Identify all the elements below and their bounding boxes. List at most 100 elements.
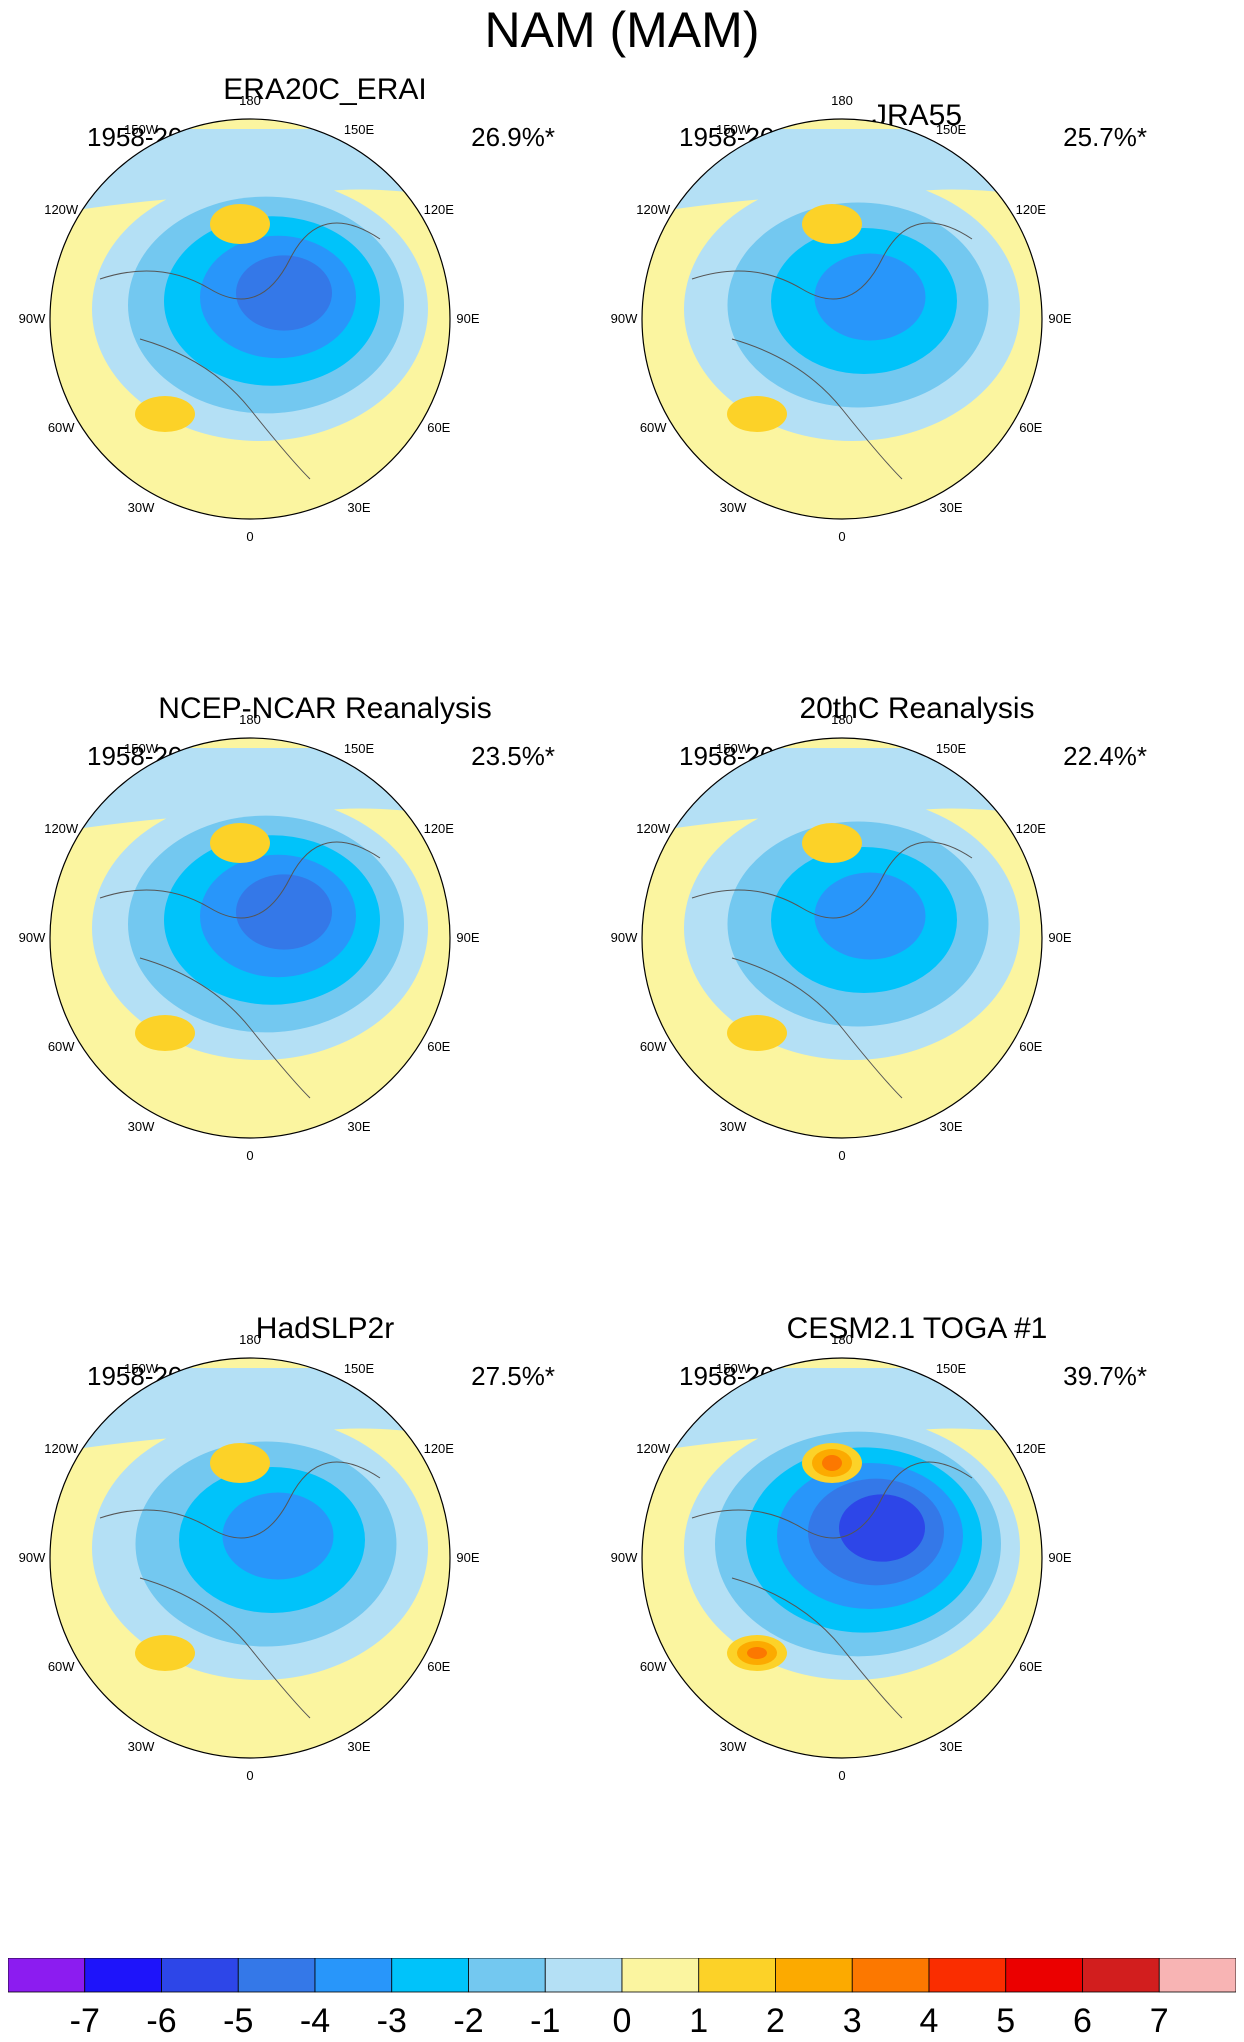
longitude-label: 150W (124, 741, 159, 756)
longitude-label: 120W (636, 821, 671, 836)
negative-contour-5 (236, 874, 332, 950)
pacific-positive-blob (802, 823, 862, 863)
longitude-label: 60W (48, 1659, 75, 1674)
colorbar-swatch (1005, 1958, 1083, 1993)
pacific-negative-band (642, 748, 1042, 833)
coastline (99, 222, 381, 300)
longitude-label: 90E (1048, 930, 1071, 945)
colorbar-tick-label: 7 (1150, 2002, 1169, 2040)
panel-variance: 25.7%* (1063, 122, 1147, 152)
polar-map: 180 150E 120E 90E 60E 30E 0 30W 60W 90W 120W 150W (19, 712, 480, 1163)
longitude-label: 90W (19, 930, 46, 945)
map-panel: HadSLP2r 1958-2014 27.5%* 180 150E 120E 90E… (15, 1311, 635, 1931)
longitude-label: 0 (838, 1148, 845, 1163)
map-panel: 20thC Reanalysis 1958-2014 22.4%* 180 150… (607, 691, 1227, 1311)
negative-contour-4 (814, 253, 926, 341)
coastline (139, 338, 311, 480)
polar-map: 180 150E 120E 90E 60E 30E 0 30W 60W 90W 120W 150W (611, 1332, 1072, 1783)
pacific-negative-band (50, 1368, 450, 1453)
longitude-label: 120W (636, 202, 671, 217)
longitude-label: 30W (720, 1119, 747, 1134)
colorbar-tick-label: 4 (920, 2002, 939, 2040)
panel-title: 20thC Reanalysis (799, 692, 1035, 725)
longitude-label: 150W (716, 1361, 751, 1376)
map-panel: ERA20C_ERAI 1958-2014 26.9%* 180 150E 120E… (15, 72, 635, 692)
longitude-label: 0 (246, 1148, 253, 1163)
longitude-label: 60E (1019, 1039, 1042, 1054)
colorbar-swatch (1082, 1958, 1160, 1993)
panel-variance: 23.5%* (471, 741, 555, 771)
coastline (691, 222, 973, 300)
longitude-label: 30W (128, 1739, 155, 1754)
map-panel: JRA55 1958-2014 25.7%* 180 150E 120E 90E 60E… (607, 72, 1227, 692)
longitude-label: 90E (456, 1550, 479, 1565)
longitude-label: 60W (48, 420, 75, 435)
colorbar: -7 -6 -5 -4 -3 -2 -1 0 1 2 3 4 5 6 7 (8, 1958, 1236, 2040)
longitude-label: 180 (831, 93, 853, 108)
longitude-label: 90W (19, 311, 46, 326)
longitude-label: 30E (347, 500, 370, 515)
longitude-label: 90E (1048, 1550, 1071, 1565)
negative-contour-4 (222, 1492, 334, 1580)
longitude-label: 60E (427, 1039, 450, 1054)
longitude-label: 60W (640, 1659, 667, 1674)
longitude-label: 120W (636, 1441, 671, 1456)
longitude-label: 30W (128, 500, 155, 515)
longitude-label: 30W (720, 500, 747, 515)
longitude-label: 120E (424, 821, 455, 836)
negative-contour-6 (839, 1494, 925, 1562)
atlantic-positive-blob (727, 1015, 787, 1051)
pacific-positive-blob (210, 823, 270, 863)
atlantic-positive-blob (135, 1015, 195, 1051)
longitude-label: 30E (347, 1119, 370, 1134)
longitude-label: 180 (239, 712, 261, 727)
map-boundary (641, 118, 1043, 520)
longitude-label: 0 (246, 529, 253, 544)
polar-map: 180 150E 120E 90E 60E 30E 0 30W 60W 90W 120W 150W (611, 712, 1072, 1163)
longitude-label: 150E (936, 122, 967, 137)
longitude-label: 30E (939, 500, 962, 515)
coastline (731, 957, 903, 1099)
pacific-positive-blob (822, 1455, 842, 1471)
coastline (139, 957, 311, 1099)
longitude-label: 90W (611, 311, 638, 326)
pacific-positive-blob (210, 1443, 270, 1483)
coastline (731, 1577, 903, 1719)
colorbar-tick-label: 2 (766, 2002, 785, 2040)
longitude-label: 60W (640, 420, 667, 435)
longitude-label: 60E (427, 1659, 450, 1674)
panel-title: ERA20C_ERAI (223, 73, 427, 106)
longitude-label: 150W (124, 1361, 159, 1376)
pacific-negative-band (642, 129, 1042, 214)
polar-map: 180 150E 120E 90E 60E 30E 0 30W 60W 90W 120W 150W (19, 1332, 480, 1783)
negative-contour-5 (236, 255, 332, 331)
figure-title: NAM (MAM) (484, 2, 760, 58)
map-boundary (49, 118, 451, 520)
panel-title: HadSLP2r (255, 1312, 395, 1345)
longitude-label: 60E (1019, 1659, 1042, 1674)
coastline (691, 1461, 973, 1539)
colorbar-tick-label: 3 (843, 2002, 862, 2040)
polar-map: 180 150E 120E 90E 60E 30E 0 30W 60W 90W 120W 150W (19, 93, 480, 544)
longitude-label: 120W (44, 202, 79, 217)
longitude-label: 120E (1016, 1441, 1047, 1456)
longitude-label: 0 (838, 1768, 845, 1783)
negative-contour-4 (814, 872, 926, 960)
colorbar-tick-label: 1 (689, 2002, 708, 2040)
map-boundary (49, 737, 451, 1139)
panel-title: NCEP-NCAR Reanalysis (158, 692, 492, 725)
polar-map: 180 150E 120E 90E 60E 30E 0 30W 60W 90W 120W 150W (611, 93, 1072, 544)
colorbar-swatch (84, 1958, 162, 1993)
longitude-label: 120E (424, 1441, 455, 1456)
map-panel: CESM2.1 TOGA #1 1958-2014 39.7%* 180 150E… (607, 1311, 1227, 1931)
colorbar-swatch (851, 1958, 930, 1993)
colorbar-tick-label: -7 (70, 2002, 100, 2040)
atlantic-positive-blob (135, 1635, 195, 1671)
longitude-label: 150E (344, 1361, 375, 1376)
coastline (99, 841, 381, 919)
colorbar-swatch (8, 1958, 86, 1993)
pacific-negative-band (642, 1368, 1042, 1453)
colorbar-tick-label: -1 (530, 2002, 560, 2040)
longitude-label: 180 (239, 1332, 261, 1347)
longitude-label: 90E (1048, 311, 1071, 326)
